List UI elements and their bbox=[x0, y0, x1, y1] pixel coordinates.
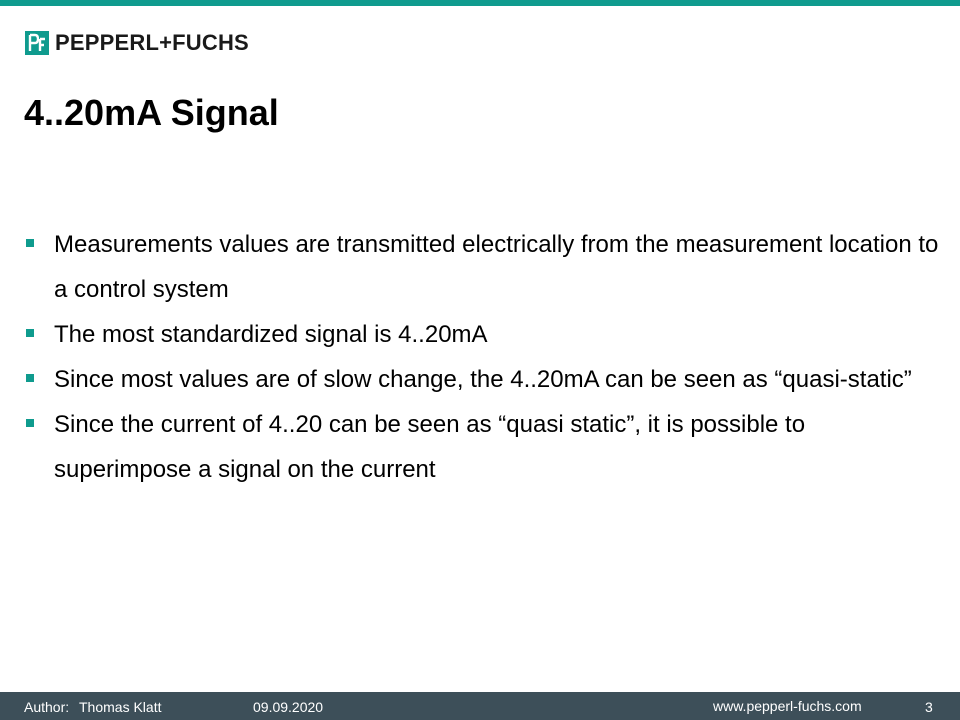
bullet-list: Measurements values are transmitted elec… bbox=[22, 222, 947, 492]
bullet-text: Since the current of 4..20 can be seen a… bbox=[54, 411, 806, 483]
footer-date: 09.09.2020 bbox=[253, 699, 324, 715]
slide-title: 4..20mA Signal bbox=[24, 92, 279, 133]
bullet-text: Measurements values are transmitted elec… bbox=[54, 231, 939, 303]
bullet-text: The most standardized signal is 4..20mA bbox=[54, 321, 488, 348]
footer-author: Thomas Klatt bbox=[79, 699, 162, 715]
slide-footer: Author: Thomas Klatt 09.09.2020 www.pepp… bbox=[0, 692, 960, 720]
company-logo: PEPPERL+FUCHS bbox=[25, 29, 249, 57]
bullet-square-icon bbox=[26, 329, 34, 337]
bullet-square-icon bbox=[26, 374, 34, 382]
bullet-item: Since the current of 4..20 can be seen a… bbox=[22, 402, 947, 492]
footer-page-number: 3 bbox=[925, 699, 933, 715]
bullet-item: The most standardized signal is 4..20mA bbox=[22, 312, 947, 357]
footer-author-label: Author: bbox=[24, 699, 70, 715]
logo-text: PEPPERL+FUCHS bbox=[55, 30, 249, 55]
bullet-item: Measurements values are transmitted elec… bbox=[22, 222, 947, 312]
bullet-text: Since most values are of slow change, th… bbox=[54, 366, 912, 393]
top-accent-bar bbox=[0, 0, 960, 6]
bullet-square-icon bbox=[26, 239, 34, 247]
bullet-item: Since most values are of slow change, th… bbox=[22, 357, 947, 402]
pepperl-fuchs-logo-mark-icon bbox=[25, 31, 49, 55]
footer-website-link[interactable]: www.pepperl-fuchs.com bbox=[713, 698, 862, 714]
bullet-square-icon bbox=[26, 419, 34, 427]
